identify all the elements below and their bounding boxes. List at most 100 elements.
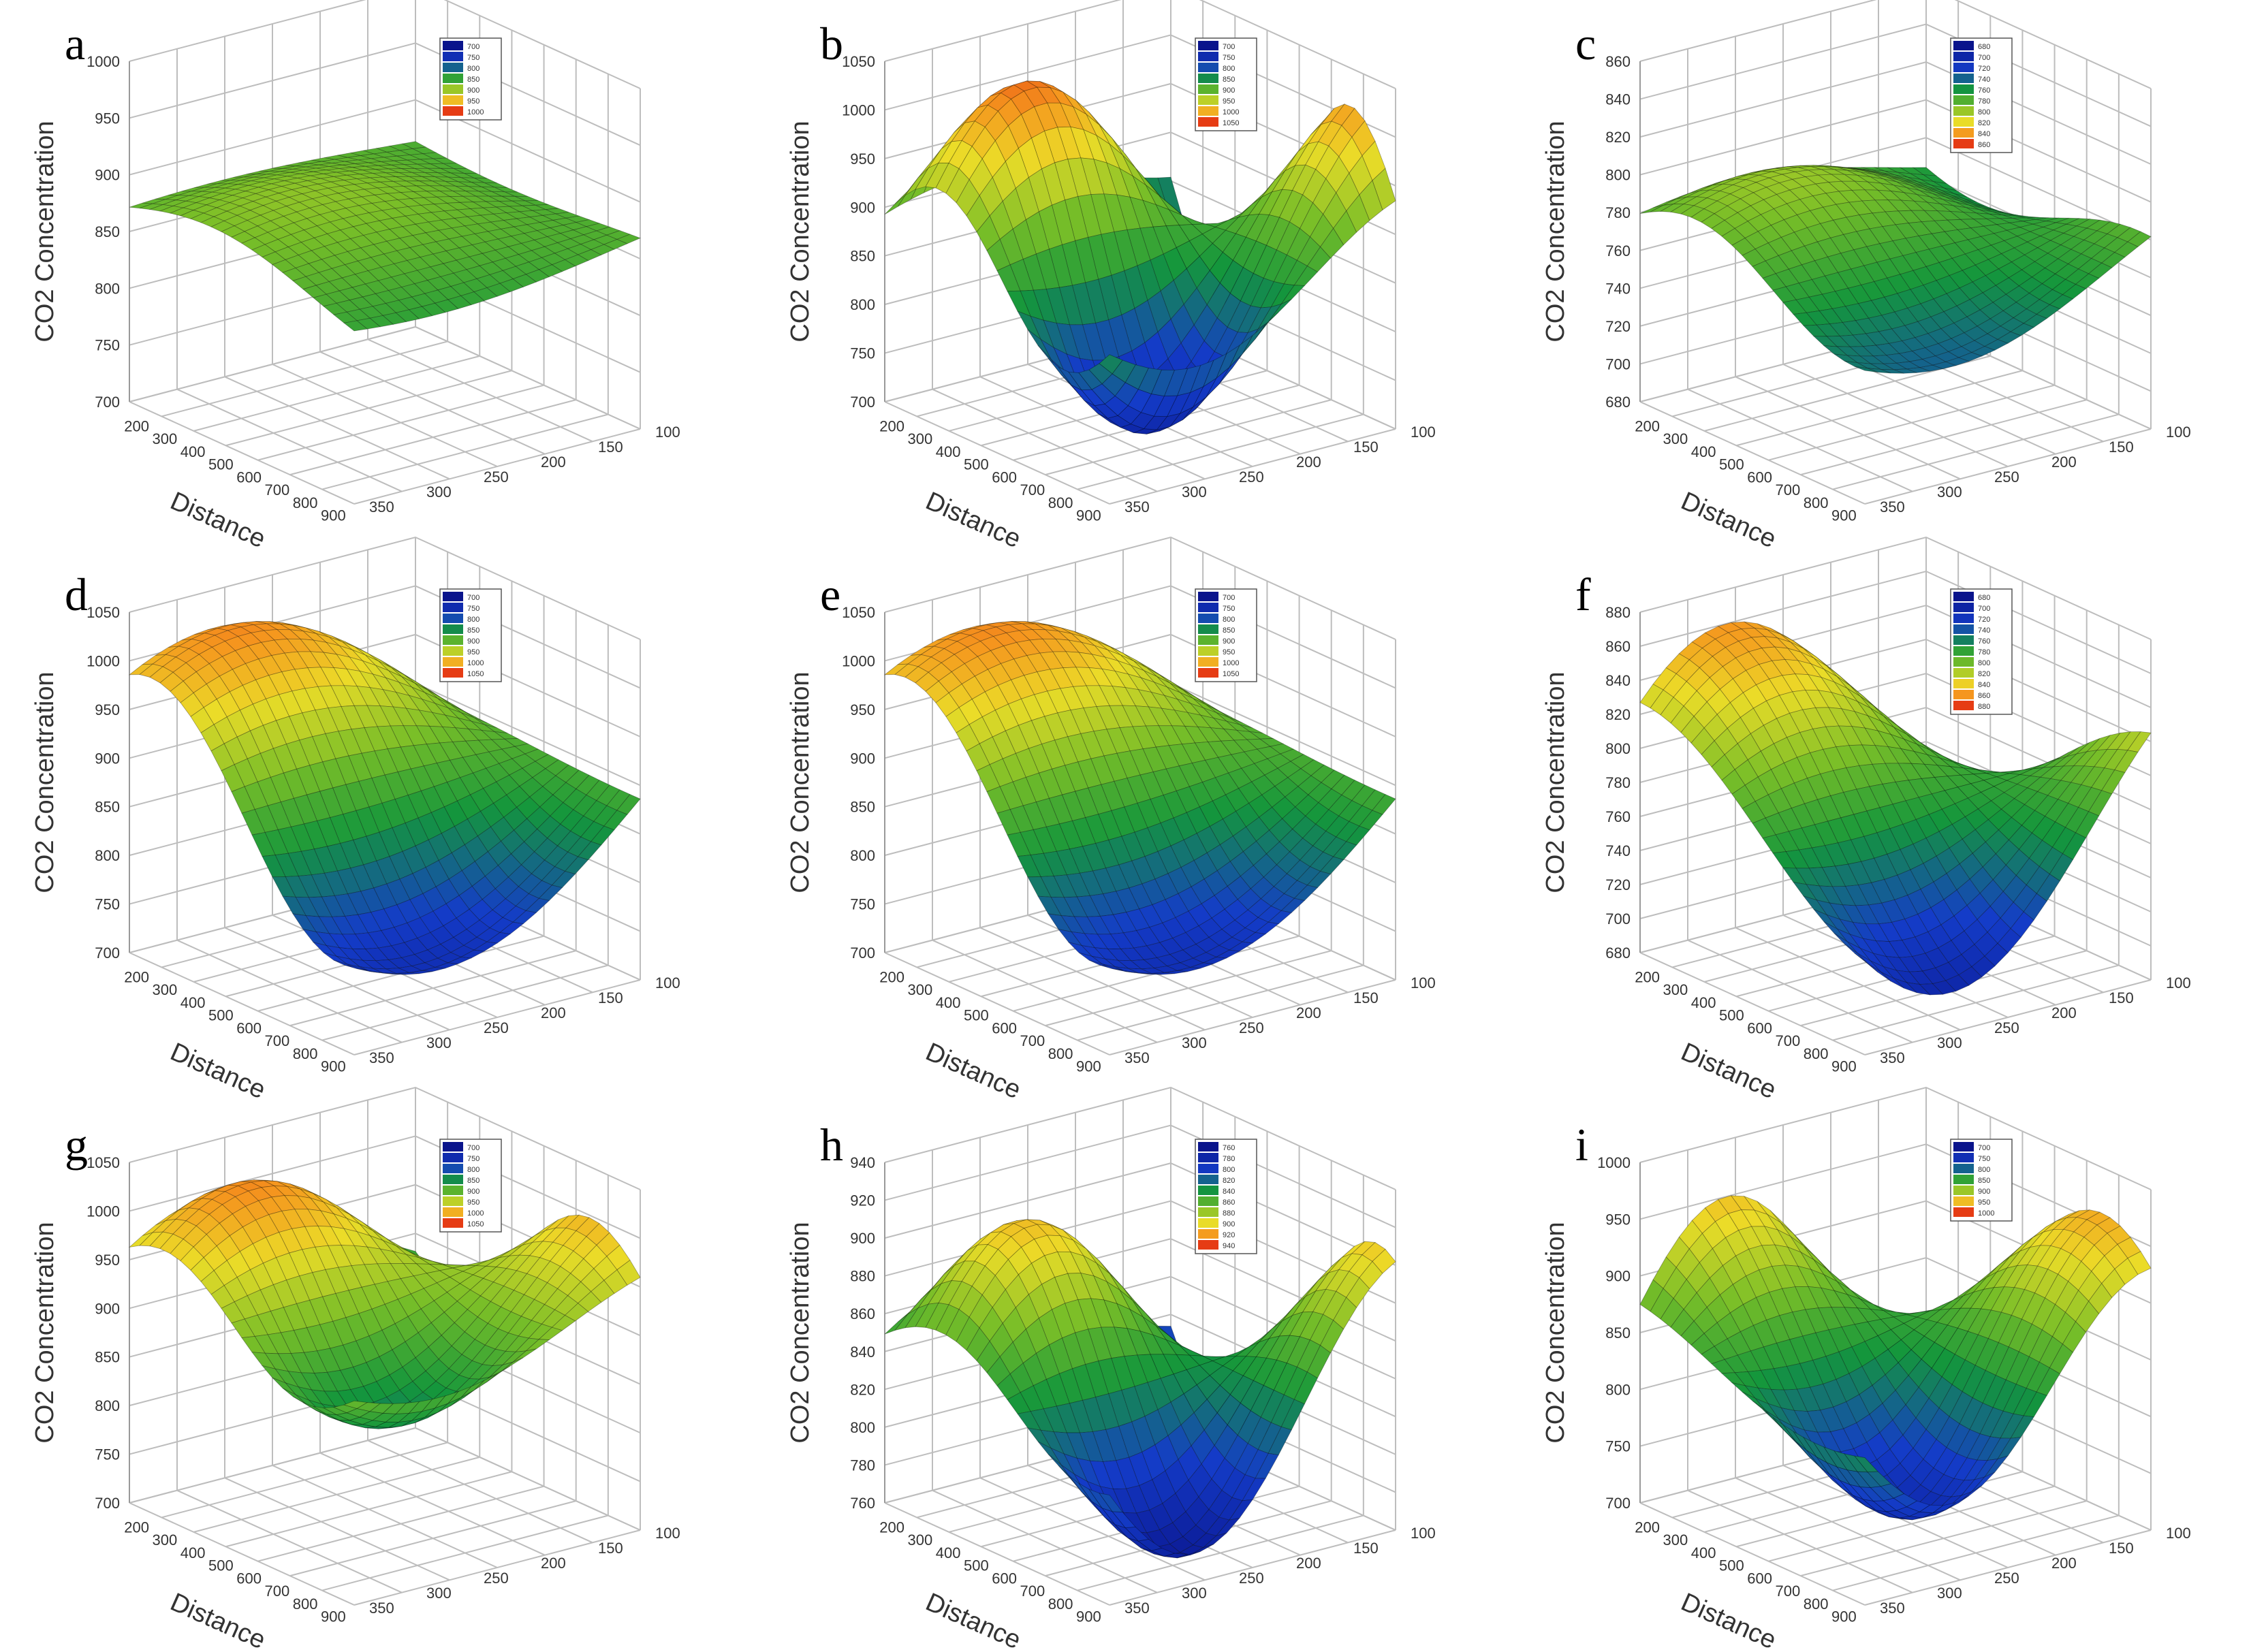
legend-swatch	[442, 1153, 463, 1163]
z-tick-label: 950	[1605, 1211, 1631, 1228]
legend-swatch	[442, 73, 463, 83]
legend-swatch	[1197, 602, 1218, 612]
z-tick-label: 720	[1605, 318, 1631, 335]
z-tick-label: 900	[850, 199, 875, 216]
panel-label: e	[820, 568, 841, 620]
surface-mesh	[1639, 621, 2152, 996]
x-tick-label: 200	[1635, 1519, 1660, 1536]
surface-mesh	[883, 620, 1396, 975]
z-tick-label: 900	[1605, 1268, 1631, 1285]
y-tick-label: 300	[1182, 1034, 1207, 1051]
legend-label: 740	[1978, 76, 1990, 84]
legend-label: 780	[1223, 1155, 1235, 1163]
legend-label: 700	[1978, 605, 1990, 613]
legend-swatch	[1197, 1240, 1218, 1250]
y-tick-label: 350	[369, 498, 394, 515]
z-tick-label: 760	[850, 1495, 875, 1512]
legend-label: 820	[1978, 119, 1990, 127]
legend-label: 950	[467, 648, 479, 656]
surface-mesh	[129, 141, 642, 332]
x-tick-label: 600	[1747, 468, 1772, 486]
x-tick-label: 500	[1719, 456, 1744, 473]
legend-label: 760	[1978, 86, 1990, 95]
chart-panel-b: b 700 750 800 850 900 950 1000 1050 200 300 400 500 6…	[755, 0, 1511, 554]
y-tick-label: 200	[2051, 1555, 2077, 1572]
legend-label: 1000	[1223, 659, 1239, 667]
legend-swatch	[442, 40, 463, 50]
x-tick-label: 400	[180, 994, 206, 1011]
legend-label: 900	[467, 86, 479, 95]
legend-label: 680	[1978, 43, 1990, 51]
x-tick-label: 700	[1776, 481, 1801, 498]
legend-label: 800	[1223, 1166, 1235, 1174]
y-tick-label: 100	[1411, 974, 1436, 991]
surface-mesh	[128, 1179, 641, 1429]
legend-swatch	[1953, 1175, 1974, 1185]
y-tick-label: 250	[484, 468, 509, 486]
x-tick-label: 300	[908, 981, 933, 998]
y-tick-label: 200	[1296, 454, 1321, 471]
z-tick-label: 800	[850, 847, 875, 864]
legend-label: 750	[1978, 1155, 1990, 1163]
z-tick-label: 1050	[86, 1154, 120, 1171]
legend-swatch	[1197, 51, 1218, 61]
legend-swatch	[1953, 646, 1974, 656]
y-tick-label: 200	[2051, 1004, 2077, 1021]
color-legend: 700 750 800 850 900 950 1000 1050	[1195, 37, 1257, 131]
panel-label: c	[1575, 18, 1596, 69]
x-tick-label: 900	[1076, 1608, 1101, 1625]
x-tick-label: 700	[1776, 1032, 1801, 1049]
legend-label: 780	[1978, 648, 1990, 656]
x-tick-label: 700	[1776, 1583, 1801, 1600]
color-legend: 700 750 800 850 900 950 1000 1050	[439, 588, 502, 682]
legend-swatch	[442, 1186, 463, 1196]
z-tick-label: 950	[850, 150, 875, 168]
z-tick-label: 850	[95, 1349, 120, 1366]
legend-swatch	[442, 84, 463, 94]
y-axis-label: CO2 Concentration	[786, 671, 815, 893]
legend-label: 950	[1223, 648, 1235, 656]
x-tick-label: 300	[1663, 1531, 1688, 1548]
legend-label: 1000	[467, 1209, 484, 1218]
z-tick-label: 950	[95, 110, 120, 127]
legend-label: 900	[467, 1188, 479, 1196]
z-tick-label: 820	[850, 1382, 875, 1399]
legend-swatch	[1197, 73, 1218, 83]
z-tick-label: 750	[850, 895, 875, 912]
legend-swatch	[1953, 700, 1974, 710]
z-tick-label: 950	[850, 701, 875, 718]
z-tick-label: 800	[850, 296, 875, 313]
legend-swatch	[1953, 51, 1974, 61]
chart-panel-c: c 680 700 720 740 760 780 800 820 840 860 200 300 400…	[1511, 0, 2266, 554]
panel-label: h	[820, 1119, 843, 1171]
y-tick-label: 350	[1124, 498, 1150, 515]
legend-swatch	[1197, 1229, 1218, 1239]
z-tick-label: 750	[95, 895, 120, 912]
z-tick-label: 680	[1605, 394, 1631, 411]
x-tick-label: 800	[1804, 494, 1829, 511]
x-axis-label: Distance	[922, 487, 1025, 554]
legend-swatch	[442, 1218, 463, 1228]
y-tick-label: 100	[2166, 1525, 2191, 1542]
y-axis-label: CO2 Concentration	[31, 671, 59, 893]
legend-swatch	[442, 602, 463, 612]
legend-label: 1050	[1223, 670, 1239, 678]
legend-swatch	[1197, 591, 1218, 601]
legend-swatch	[1197, 624, 1218, 634]
y-tick-label: 100	[1411, 424, 1436, 441]
surface-mesh	[1639, 165, 2152, 374]
legend-swatch	[1197, 84, 1218, 94]
z-tick-label: 900	[95, 1301, 120, 1318]
y-tick-label: 100	[655, 424, 680, 441]
legend-swatch	[1953, 1186, 1974, 1196]
x-tick-label: 600	[992, 1019, 1017, 1036]
legend-label: 750	[467, 1155, 479, 1163]
z-tick-label: 920	[850, 1192, 875, 1209]
chart-panel-f: f 680 700 720 740 760 780 800 820 840 860 880 200 300…	[1511, 536, 2266, 1105]
x-tick-label: 900	[321, 1608, 346, 1625]
surface-plot-svg: 7007508008509009501000105020030040050060…	[31, 536, 680, 1105]
y-tick-label: 200	[541, 1004, 566, 1021]
legend-swatch	[1197, 1186, 1218, 1196]
y-tick-label: 150	[598, 989, 623, 1006]
z-tick-label: 800	[95, 847, 120, 864]
